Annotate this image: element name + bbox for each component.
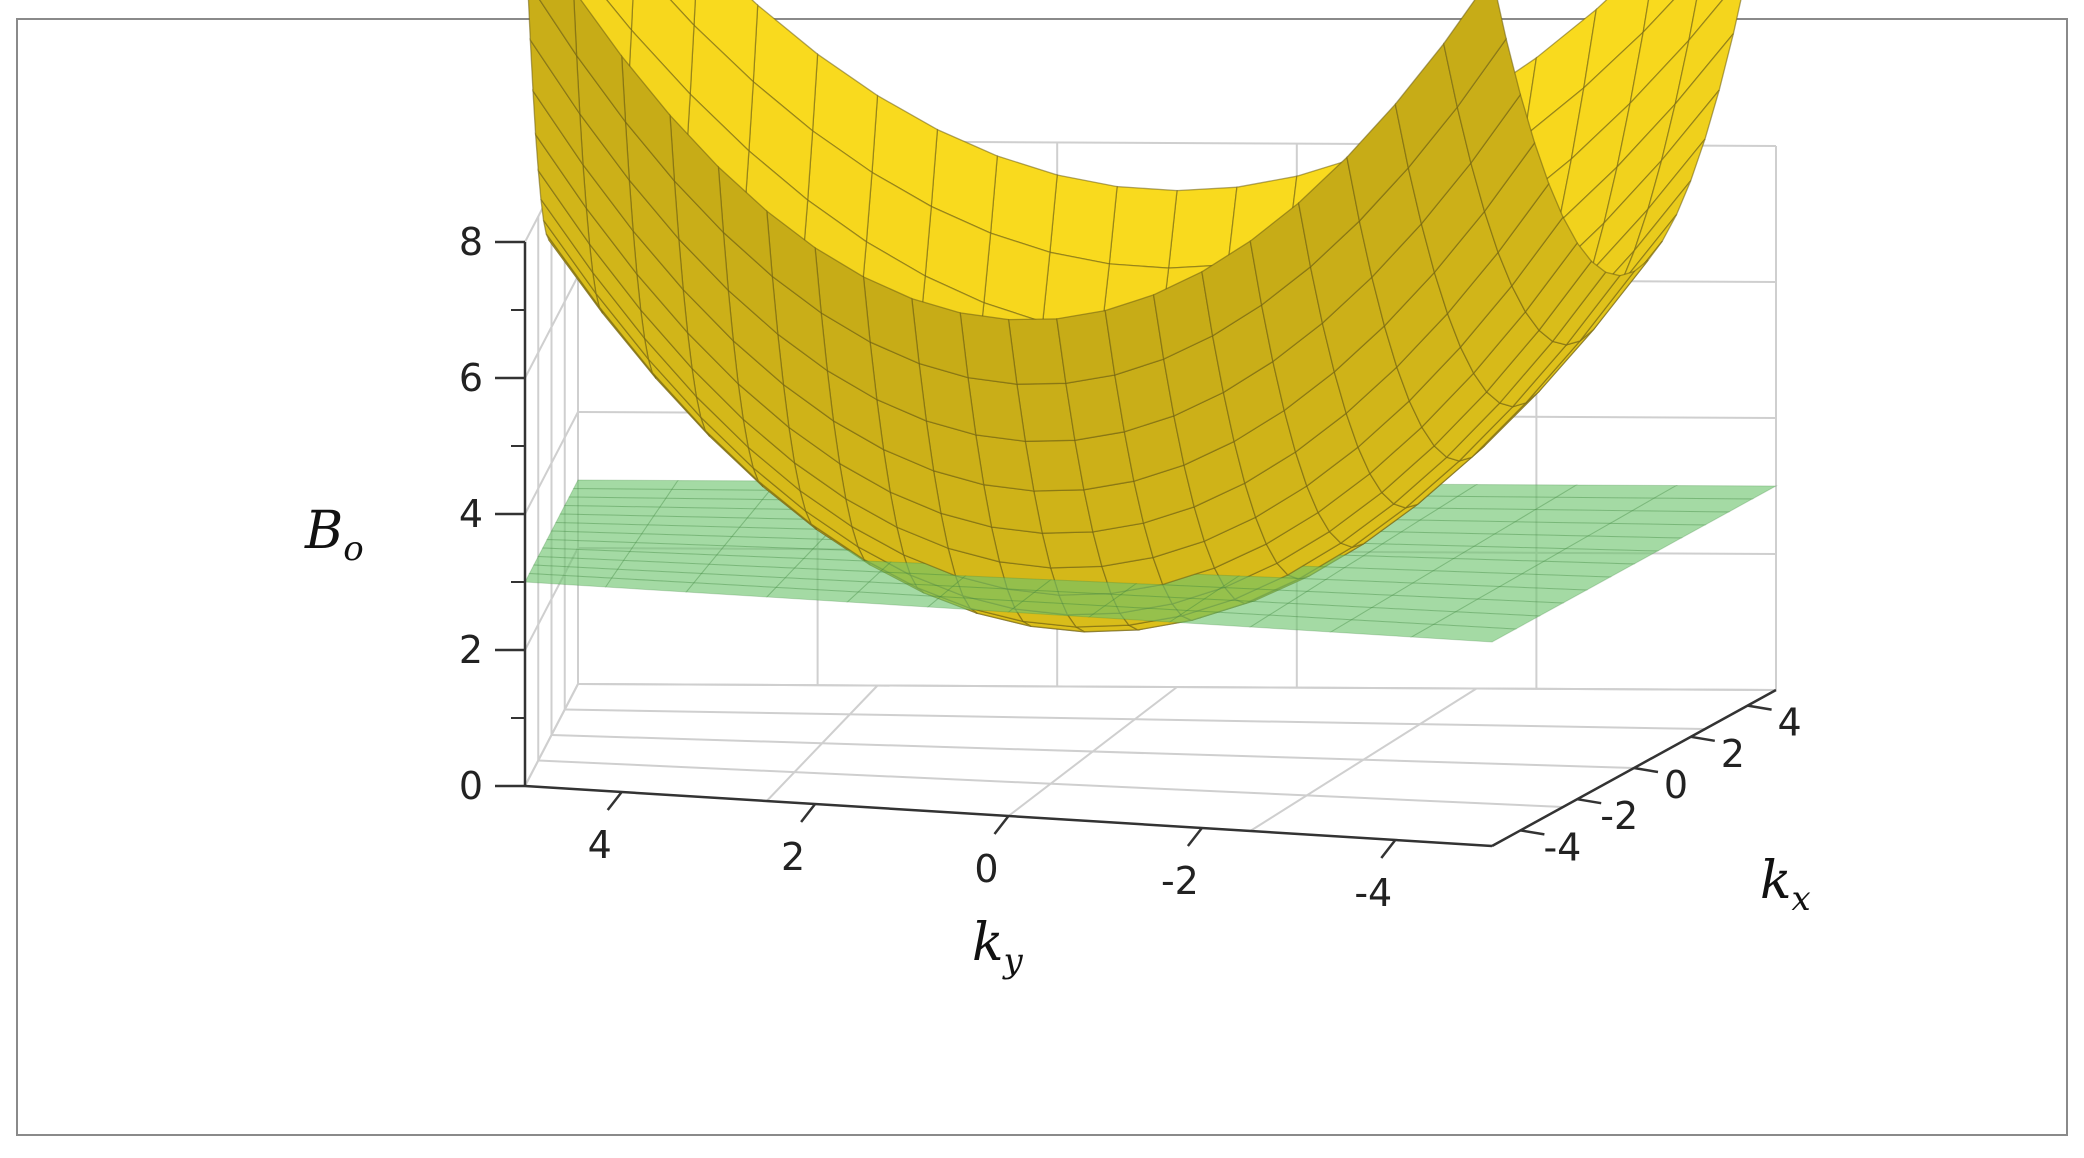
sidewall-grid-line (524, 275, 579, 379)
surface-facet (967, 376, 1027, 443)
x-axis-label: kx (1760, 851, 1811, 919)
x-tick-label: 0 (1664, 763, 1688, 807)
plane-facet (1418, 507, 1538, 523)
surface-facet (539, 0, 578, 58)
surface-facet (1065, 374, 1126, 442)
surface-facet (1108, 185, 1178, 269)
surface-facet (982, 483, 1044, 534)
y-tick-mark (1186, 827, 1203, 847)
plane-facet (1437, 495, 1558, 511)
z-tick-label: 2 (459, 628, 483, 672)
y-tick-label: 0 (974, 847, 998, 891)
sidewall-grid-line (524, 683, 579, 787)
y-axis-label: ky (972, 913, 1024, 981)
sidewall-grid-line (524, 411, 579, 515)
plane-facet (568, 487, 673, 499)
x-tick-label: -2 (1600, 794, 1638, 838)
y-tick-mark (1380, 839, 1397, 859)
y-tick-label: 4 (588, 823, 612, 867)
plane-facet (1455, 483, 1579, 498)
surface-facet (1024, 439, 1085, 492)
z-tick-label: 4 (459, 492, 483, 536)
x-tick-mark (1690, 735, 1716, 743)
surface-facet (1049, 174, 1118, 265)
surface-facet (1074, 431, 1135, 491)
y-tick-label: -4 (1354, 871, 1392, 915)
x-tick-label: 2 (1721, 732, 1745, 776)
plane-facet (572, 479, 679, 490)
plane-facet (664, 488, 772, 501)
plane-facet (524, 572, 613, 588)
surface-facet (1041, 531, 1103, 569)
z-tick-label: 6 (459, 356, 483, 400)
plane-facet (537, 547, 631, 561)
surface-facet (1016, 382, 1076, 442)
x-tick-mark (1747, 704, 1772, 711)
floor-grid-line (766, 684, 879, 802)
surface-facet (975, 434, 1035, 492)
y-tick-label: -2 (1161, 859, 1199, 903)
floor-grid-line (564, 708, 1706, 730)
plane-facet (563, 496, 667, 508)
y-tick-mark (800, 803, 817, 823)
x-tick-mark (1520, 829, 1545, 836)
surface-facet (1033, 489, 1094, 534)
x-tick-label: -4 (1543, 825, 1581, 869)
z-tick-label: 0 (459, 764, 483, 808)
x-tick-mark (1633, 766, 1659, 774)
surface-facet (959, 312, 1018, 385)
surface-facet (1056, 309, 1116, 385)
z-tick-label: 8 (459, 220, 483, 264)
surface-facet (1007, 318, 1067, 385)
backwall-grid-line (577, 683, 1777, 691)
surface-facet (1443, 0, 1507, 109)
plane-facet (555, 513, 655, 526)
x-tick-mark (1576, 797, 1602, 805)
y-tick-mark (993, 815, 1010, 835)
floor-grid-line (1007, 686, 1178, 817)
surface-layer (524, 0, 1778, 643)
axes-layer (495, 240, 1777, 859)
z-axis-label: Bo (304, 501, 364, 569)
y-tick-label: 2 (781, 835, 805, 879)
y-tick-mark (606, 791, 623, 811)
x-tick-label: 4 (1778, 701, 1802, 745)
